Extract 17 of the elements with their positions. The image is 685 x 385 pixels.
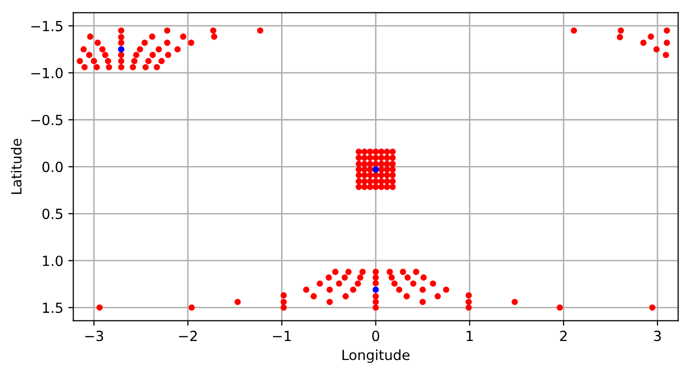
x-tick-label: 2 <box>560 330 567 341</box>
x-tick-label: −1 <box>273 330 291 341</box>
point <box>372 286 379 293</box>
x-tick-label: 0 <box>372 330 380 342</box>
y-tick-label: 0.5 <box>42 208 62 220</box>
y-tick-label: −1.0 <box>31 68 63 78</box>
y-tick-label: 1.5 <box>43 302 62 314</box>
x-tick-label: 3 <box>654 330 661 342</box>
x-tick-label: −3 <box>85 330 104 342</box>
y-tick-label: −1.5 <box>31 21 62 32</box>
y-tick-label: 1.0 <box>43 256 63 266</box>
x-tick-label: 1 <box>466 330 473 341</box>
x-tick-label: −2 <box>179 330 197 341</box>
y-tick-label: −0.5 <box>31 114 62 126</box>
y-tick-label: 0.0 <box>42 162 63 172</box>
x-axis-title: Longitude <box>342 349 410 363</box>
y-axis-title: Latitude <box>10 138 22 194</box>
